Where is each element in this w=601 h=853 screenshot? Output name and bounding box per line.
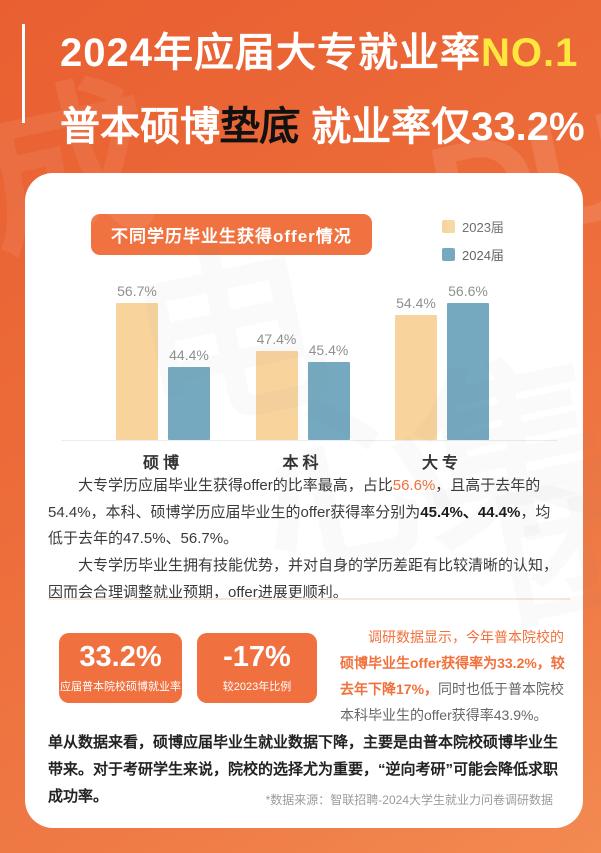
bar-column: 45.4% bbox=[307, 342, 350, 440]
bar bbox=[116, 303, 158, 440]
bar-value-label: 45.4% bbox=[308, 342, 349, 358]
title-line1-main: 2024年应届大专就业率 bbox=[60, 31, 481, 75]
poster-header: 2024年应届大专就业率NO.1 普本硕博垫底 就业率仅33.2% bbox=[60, 20, 585, 152]
text-segment: 56.6% bbox=[392, 477, 436, 494]
bar bbox=[255, 351, 298, 440]
text-segment: 硕博毕业生offer获得率为33.2%，较去年下降17%， bbox=[340, 654, 565, 697]
bar-group: 47.4% 45.4% bbox=[255, 331, 350, 440]
text-segment: ，且高于去年的54.4%，本科、硕博学历应届毕业生的offer获得率分别为 bbox=[48, 477, 541, 521]
title-line2-lead: 普本硕博 bbox=[60, 105, 220, 149]
bar bbox=[447, 303, 489, 440]
stat-card-employment-rate: 33.2% 应届普本院校硕博就业率 bbox=[59, 633, 182, 703]
text-segment: 调研数据显示，今年普本院校的 bbox=[368, 629, 564, 645]
title-line-1: 2024年应届大专就业率NO.1 bbox=[60, 20, 580, 78]
bar bbox=[307, 362, 350, 440]
stat-label: 较2023年比例 bbox=[222, 680, 292, 693]
bar-column: 56.6% bbox=[447, 283, 489, 440]
stat-card-yoy-change: -17% 较2023年比例 bbox=[197, 633, 317, 703]
bar-category-label: 大专 bbox=[421, 455, 462, 472]
title-line2-mid: 就业率 bbox=[300, 105, 432, 149]
chart-category-labels: 硕博 本科 大专 bbox=[49, 449, 559, 473]
bar-group: 56.7% 44.4% bbox=[116, 283, 210, 440]
title-line2-tail: 仅33.2% bbox=[431, 105, 585, 149]
bar-value-label: 56.7% bbox=[117, 283, 157, 299]
bar-chart: 56.7% 44.4% 47.4% 45.4% 54.4% 56.6% bbox=[49, 283, 559, 440]
bar-value-label: 56.6% bbox=[448, 283, 488, 299]
text-segment: ，均低于去年的47.5%、56.7%。 bbox=[48, 503, 551, 548]
stat-value: -17% bbox=[223, 640, 291, 673]
chart-legend: 2023届 2024届 bbox=[442, 217, 504, 264]
text-segment: 同时也低于普本院校本科毕业生的offer获得率43.9%。 bbox=[340, 680, 565, 723]
bar-value-label: 44.4% bbox=[169, 347, 209, 363]
bar-column: 56.7% bbox=[116, 283, 158, 440]
legend-label: 2023届 bbox=[462, 220, 504, 235]
section-divider bbox=[48, 598, 570, 600]
title-line1-highlight: NO.1 bbox=[480, 31, 579, 75]
title-line-2: 普本硕博垫底 就业率仅33.2% bbox=[60, 94, 585, 152]
title-accent-bar bbox=[22, 24, 25, 123]
bar bbox=[168, 367, 210, 440]
analysis-paragraph-1: 大专学历应届毕业生获得offer的比率最高，占比56.6%，且高于去年的54.4… bbox=[48, 473, 562, 553]
legend-swatch bbox=[442, 220, 455, 233]
bar-column: 54.4% bbox=[395, 295, 437, 440]
bar-value-label: 47.4% bbox=[256, 331, 297, 347]
conclusion-paragraph: 单从数据来看，硕博应届毕业生就业数据下降，主要是由普本院校硕博毕业生带来。对于考… bbox=[48, 734, 559, 805]
legend-label: 2024届 bbox=[462, 248, 504, 263]
analysis-paragraph-2: 大专学历毕业生拥有技能优势，并对自身的学历差距有比较清晰的认知，因而会合理调整就… bbox=[48, 557, 559, 601]
text-segment: 大专学历应届毕业生获得offer的比率最高，占比 bbox=[78, 477, 393, 494]
legend-item: 2024届 bbox=[442, 245, 504, 264]
bar-value-label: 54.4% bbox=[396, 295, 436, 311]
stat-value: 33.2% bbox=[79, 640, 162, 673]
stat-label: 应届普本院校硕博就业率 bbox=[60, 680, 181, 693]
bar-category-label: 本科 bbox=[282, 455, 323, 472]
bar-column: 47.4% bbox=[255, 331, 298, 440]
bar-category-label: 硕博 bbox=[142, 455, 183, 472]
legend-item: 2023届 bbox=[442, 217, 504, 236]
title-line2-stamp: 垫底 bbox=[218, 105, 301, 149]
bar-group: 54.4% 56.6% bbox=[395, 283, 489, 440]
survey-note: 调研数据显示，今年普本院校的硕博毕业生offer获得率为33.2%，较去年下降1… bbox=[340, 625, 576, 729]
chart-baseline bbox=[61, 440, 557, 441]
legend-swatch bbox=[442, 248, 455, 261]
chart-title-badge: 不同学历毕业生获得offer情况 bbox=[91, 214, 372, 255]
bar bbox=[395, 315, 437, 440]
bar-column: 44.4% bbox=[168, 347, 210, 440]
data-source-footnote: *数据来源：智联招聘-2024大学生就业力问卷调研数据 bbox=[265, 793, 553, 807]
text-segment: 45.4%、44.4% bbox=[420, 503, 521, 521]
content-card: 不同学历毕业生获得offer情况 2023届 2024届 56.7% 44.4% 47… bbox=[25, 173, 583, 828]
